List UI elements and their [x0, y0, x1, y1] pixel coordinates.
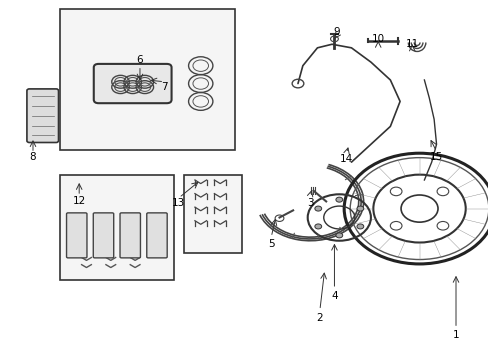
Text: 15: 15	[429, 152, 442, 162]
Circle shape	[314, 224, 321, 229]
FancyBboxPatch shape	[120, 213, 140, 258]
Text: 3: 3	[306, 198, 313, 208]
Text: 5: 5	[267, 239, 274, 249]
FancyBboxPatch shape	[93, 213, 114, 258]
Circle shape	[335, 197, 342, 202]
FancyBboxPatch shape	[27, 89, 59, 143]
FancyBboxPatch shape	[60, 9, 234, 150]
Text: 9: 9	[333, 27, 340, 37]
Circle shape	[356, 206, 363, 211]
Circle shape	[335, 233, 342, 238]
Text: 12: 12	[72, 197, 85, 206]
Text: 10: 10	[371, 34, 384, 44]
Text: 1: 1	[452, 330, 458, 341]
Text: 7: 7	[161, 82, 167, 92]
Text: 11: 11	[405, 39, 418, 49]
Text: 14: 14	[339, 154, 352, 163]
Circle shape	[356, 224, 363, 229]
Circle shape	[314, 206, 321, 211]
Text: 2: 2	[316, 312, 323, 323]
FancyBboxPatch shape	[146, 213, 167, 258]
Text: 6: 6	[136, 55, 143, 65]
FancyBboxPatch shape	[94, 64, 171, 103]
Text: 4: 4	[330, 291, 337, 301]
Text: 8: 8	[30, 152, 36, 162]
FancyBboxPatch shape	[60, 175, 174, 280]
FancyBboxPatch shape	[66, 213, 87, 258]
FancyBboxPatch shape	[183, 175, 242, 253]
Text: 13: 13	[172, 198, 185, 208]
